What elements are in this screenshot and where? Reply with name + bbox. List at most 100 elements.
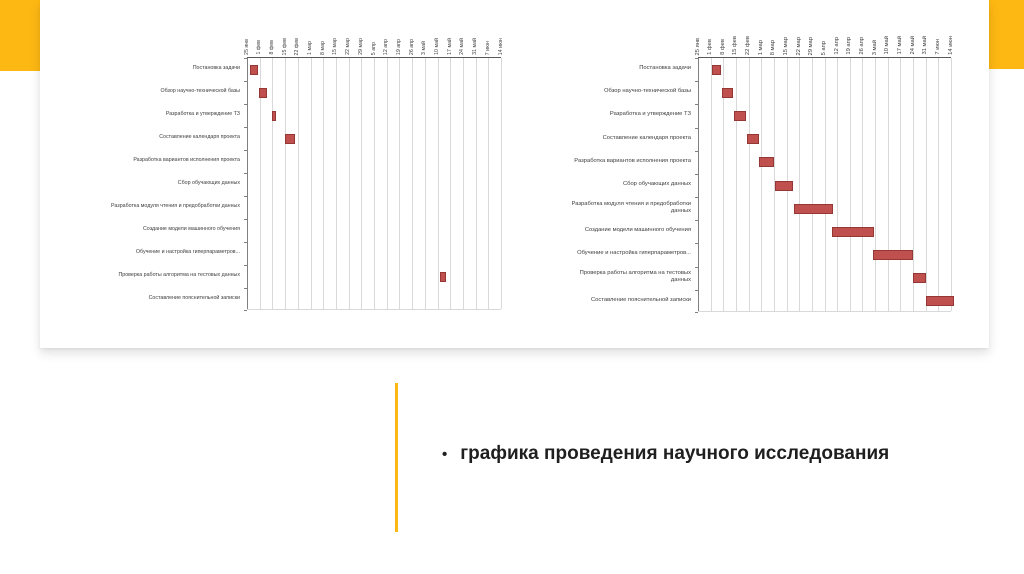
gridline: [913, 58, 915, 311]
category-tick-mark: [244, 58, 247, 59]
gridline: [424, 58, 426, 309]
gridline: [399, 58, 401, 309]
gridline: [272, 58, 274, 309]
task-label: Постановка задачи: [192, 65, 240, 72]
date-tick-label: 3 май: [871, 39, 878, 55]
date-tick-label: 1 мар: [757, 39, 764, 55]
vertical-accent-line: [395, 383, 398, 532]
date-tick-label: 8 мар: [319, 41, 326, 55]
task-label: Обучение и настройка гиперпараметров...: [577, 250, 691, 257]
task-label: Сбор обучающих данных: [622, 180, 691, 187]
gridline: [748, 58, 750, 311]
gridline: [437, 58, 439, 309]
date-tick-label: 25 янв: [243, 39, 250, 55]
date-tick-label: 15 мар: [783, 36, 790, 56]
date-tick-label: 12 апр: [383, 38, 390, 55]
gridline: [723, 58, 725, 311]
date-tick-label: 31 май: [922, 36, 929, 55]
gantt-chart-left: 25 янв 1 фев 8 фев 15 фев 22 фев 1 мар 8 мар 15…: [100, 18, 504, 311]
task-label: Разработка вариантов исполнения проекта: [133, 157, 240, 164]
date-tick-label: 3 май: [421, 41, 428, 55]
gridline: [412, 58, 414, 309]
category-tick-mark: [244, 196, 247, 197]
gridline: [361, 58, 363, 309]
gantt-bar: [925, 296, 954, 307]
date-tick-label: 17 май: [446, 38, 453, 55]
category-tick-mark: [244, 104, 247, 105]
category-axis-line: [247, 58, 248, 309]
date-tick-label: 22 фев: [745, 35, 752, 55]
category-tick-mark: [695, 289, 698, 291]
task-label: Постановка задачи: [639, 65, 691, 72]
caption-text: графика проведения научного исследования: [460, 443, 890, 464]
task-label: Разработка модуля чтения и предобработки…: [111, 203, 240, 210]
gridline: [488, 58, 490, 309]
date-tick-label: 1 фев: [707, 39, 714, 55]
category-tick-mark: [244, 127, 247, 128]
task-label: Составление пояснительной записки: [590, 296, 691, 303]
gridline: [811, 58, 813, 311]
date-tick-label: 22 фев: [294, 37, 301, 55]
task-label: Обзор научно-технической базы: [160, 88, 241, 95]
date-tick-label: 29 мар: [808, 36, 815, 56]
category-tick-mark: [244, 150, 247, 151]
category-axis-line: [698, 58, 699, 311]
category-tick-mark: [244, 310, 247, 311]
gantt-bar: [249, 64, 259, 75]
date-axis: 25 янв 1 фев 8 фев 15 фев 22 фев 1 мар 8 мар 15…: [694, 18, 954, 57]
date-tick-label: 22 мар: [795, 36, 802, 56]
gridline: [735, 58, 737, 311]
gantt-bar: [440, 271, 447, 282]
task-label: Составление календаря проекта: [159, 134, 240, 141]
category-tick-mark: [244, 288, 247, 289]
gridline: [285, 58, 287, 309]
task-label: Создание модели машинного обучения: [584, 227, 691, 234]
category-tick-mark: [695, 58, 698, 59]
task-label: Сбор обучающих данных: [177, 180, 240, 187]
category-tick-mark: [695, 312, 698, 313]
category-tick-mark: [695, 127, 698, 129]
date-tick-label: 15 мар: [332, 38, 339, 55]
category-tick-mark: [244, 219, 247, 220]
gantt-bar: [913, 273, 926, 284]
date-tick-label: 5 апр: [370, 41, 377, 55]
gantt-chart-right: 25 янв 1 фев 8 фев 15 фев 22 фев 1 мар 8 мар 15…: [559, 18, 954, 313]
gridline: [462, 58, 464, 309]
gridline: [862, 58, 864, 311]
date-tick-label: 14 июн: [497, 37, 504, 55]
gantt-bar: [872, 250, 914, 261]
date-tick-label: 7 июн: [484, 40, 491, 55]
date-tick-label: 31 май: [472, 38, 479, 55]
category-tick-mark: [695, 173, 698, 175]
date-tick-label: 26 апр: [408, 38, 415, 55]
date-tick-label: 15 фев: [732, 35, 739, 55]
date-tick-label: 10 май: [884, 36, 891, 55]
category-tick-mark: [244, 81, 247, 82]
date-tick-label: 14 июн: [947, 36, 954, 55]
gridline: [773, 58, 775, 311]
date-tick-label: 10 май: [434, 38, 440, 55]
gridline: [837, 58, 839, 311]
task-label: Разработка вариантов исполнения проекта: [574, 157, 691, 164]
charts-card: 25 янв 1 фев 8 фев 15 фев 22 фев 1 мар 8 мар 15…: [40, 0, 989, 348]
date-tick-label: 25 янв: [694, 37, 701, 55]
date-tick-label: 8 фев: [719, 39, 726, 55]
bullet-marker: •: [442, 445, 448, 463]
accent-bar-top-right: [989, 0, 1024, 69]
date-tick-label: 26 апр: [858, 37, 865, 55]
date-tick-label: 17 май: [896, 36, 903, 55]
gridline: [348, 58, 350, 309]
task-label-column: Постановка задачи Обзор научно-техническо…: [559, 57, 698, 312]
gantt-bar: [734, 110, 747, 121]
gridline: [475, 58, 477, 309]
date-tick-label: 8 фев: [268, 40, 275, 55]
gridline: [925, 58, 927, 311]
task-label: Обзор научно-технической базы: [604, 88, 691, 95]
category-tick-mark: [695, 266, 698, 268]
category-tick-mark: [695, 104, 698, 106]
gantt-bar: [259, 87, 268, 98]
gridline: [310, 58, 312, 309]
gridline: [297, 58, 299, 309]
date-tick-label: 8 мар: [770, 39, 777, 55]
category-tick-mark: [695, 220, 698, 222]
